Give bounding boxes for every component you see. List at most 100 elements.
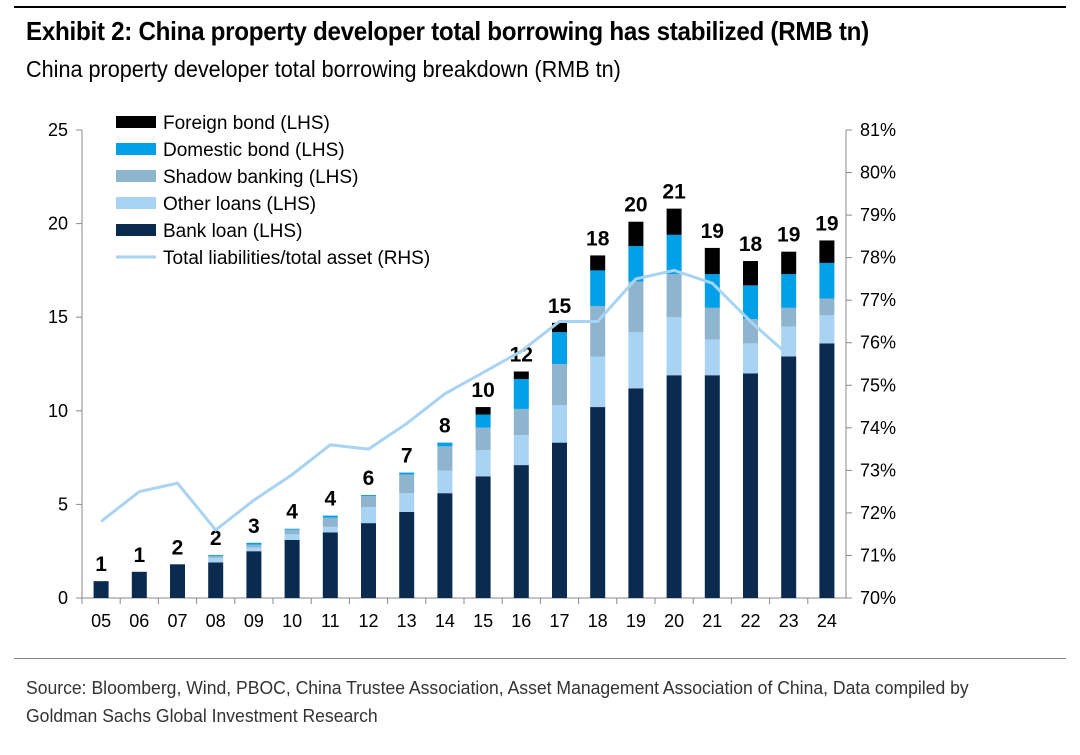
bar-segment-bank-loan [628, 388, 644, 598]
bar-segment-domestic-bond [246, 542, 262, 545]
bar-segment-bank-loan [361, 523, 376, 598]
right-tick-label: 73% [860, 460, 896, 480]
x-tick-label: 15 [473, 611, 493, 631]
right-tick-label: 80% [860, 163, 896, 183]
bar-total-label: 7 [401, 445, 413, 468]
bar-total-label: 12 [510, 343, 533, 366]
bar-segment-bank-loan [704, 375, 720, 598]
bar-total-label: 1 [95, 553, 107, 576]
bar-segment-bank-loan [666, 375, 682, 598]
x-tick-label: 11 [321, 611, 340, 631]
bar-segment-domestic-bond [437, 442, 453, 447]
legend-label: Total liabilities/total asset (RHS) [163, 248, 430, 269]
legend-swatch [116, 143, 156, 155]
x-tick-label: 18 [588, 611, 608, 631]
bar-segment-shadow-banking [322, 517, 338, 527]
bar-total-label: 19 [815, 212, 838, 235]
bar-segment-shadow-banking [781, 307, 797, 327]
bar-segment-domestic-bond [513, 378, 529, 409]
bar-segment-domestic-bond [704, 274, 720, 308]
bar-segment-other-loans [628, 332, 644, 389]
left-tick-label: 15 [48, 307, 68, 327]
bottom-rule [14, 658, 1066, 659]
x-tick-label: 21 [702, 611, 722, 631]
bar-segment-other-loans [590, 356, 606, 408]
bar-segment-domestic-bond [284, 528, 300, 530]
legend-label: Foreign bond (LHS) [163, 113, 330, 134]
bar-segment-bank-loan [170, 564, 185, 598]
legend-label: Bank loan (LHS) [163, 221, 302, 242]
bar-segment-other-loans [552, 405, 567, 443]
right-tick-label: 75% [860, 375, 896, 395]
bar-total-label: 19 [701, 220, 724, 243]
bar-segment-other-loans [246, 547, 262, 552]
bar-total-label: 21 [662, 181, 686, 204]
bar-segment-foreign-bond [666, 208, 682, 235]
bar-segment-bank-loan [590, 407, 606, 598]
bar-segment-shadow-banking [666, 274, 682, 318]
legend-label: Domestic bond (LHS) [163, 140, 345, 161]
bar-segment-shadow-banking [628, 281, 644, 333]
chart-subtitle: China property developer total borrowing… [26, 56, 621, 82]
bar-segment-bank-loan [475, 476, 491, 598]
bar-segment-foreign-bond [628, 221, 644, 247]
bar-segment-domestic-bond [590, 270, 606, 306]
legend-swatch [116, 116, 156, 128]
top-rule [14, 6, 1066, 8]
bar-segment-other-loans [208, 557, 224, 563]
bar-segment-shadow-banking [284, 529, 300, 535]
bar-total-label: 20 [624, 194, 647, 217]
bar-segment-foreign-bond [590, 255, 606, 271]
bar-segment-bank-loan [399, 511, 415, 598]
left-tick-label: 0 [58, 588, 68, 608]
legend-swatch [116, 197, 156, 209]
bar-segment-shadow-banking [475, 427, 491, 451]
left-tick-label: 25 [48, 120, 68, 140]
bar-segment-shadow-banking [437, 446, 453, 471]
bar-segment-other-loans [781, 326, 797, 357]
bar-segment-other-loans [399, 493, 415, 512]
bar-segment-foreign-bond [781, 251, 797, 275]
x-tick-label: 05 [91, 611, 111, 631]
bar-segment-bank-loan [819, 343, 835, 598]
bar-total-label: 4 [324, 488, 336, 511]
bar-segment-other-loans [475, 450, 491, 477]
bar-segment-shadow-banking [552, 364, 567, 406]
bar-total-label: 15 [548, 295, 572, 318]
x-tick-label: 08 [206, 611, 226, 631]
bar-segment-bank-loan [246, 551, 262, 598]
bar-segment-other-loans [437, 470, 453, 494]
bar-total-label: 10 [471, 379, 494, 402]
bar-total-label: 19 [777, 224, 800, 247]
bar-segment-foreign-bond [743, 261, 758, 286]
bar-segment-bank-loan [781, 356, 797, 598]
stacked-bar-chart: 051015202570%71%72%73%74%75%76%77%78%79%… [48, 113, 896, 631]
leverage-ratio-line [100, 268, 790, 533]
left-tick-label: 10 [48, 401, 68, 421]
right-tick-label: 72% [860, 503, 896, 523]
bar-segment-bank-loan [208, 562, 224, 598]
bar-total-label: 4 [286, 501, 298, 524]
bar-segment-bank-loan [284, 539, 300, 598]
bar-segment-bank-loan [552, 442, 567, 598]
x-tick-label: 12 [358, 611, 378, 631]
legend-swatch [116, 224, 156, 236]
legend-swatch [116, 170, 156, 182]
bar-total-label: 2 [172, 536, 184, 559]
bar-segment-domestic-bond [361, 495, 376, 496]
bar-segment-other-loans [704, 339, 720, 376]
bar-segment-shadow-banking [399, 474, 415, 494]
x-tick-label: 19 [626, 611, 646, 631]
bar-segment-shadow-banking [704, 307, 720, 340]
bar-segment-shadow-banking [208, 555, 224, 558]
bar-segment-domestic-bond [628, 246, 644, 282]
right-tick-label: 71% [860, 545, 896, 565]
bar-segment-foreign-bond [819, 240, 835, 263]
x-tick-label: 16 [511, 611, 531, 631]
left-tick-label: 20 [48, 214, 68, 234]
x-tick-label: 20 [664, 611, 684, 631]
x-tick-label: 09 [244, 611, 264, 631]
bar-segment-other-loans [322, 526, 338, 533]
source-note: Source: Bloomberg, Wind, PBOC, China Tru… [26, 677, 969, 726]
bar-segment-foreign-bond [704, 247, 720, 275]
